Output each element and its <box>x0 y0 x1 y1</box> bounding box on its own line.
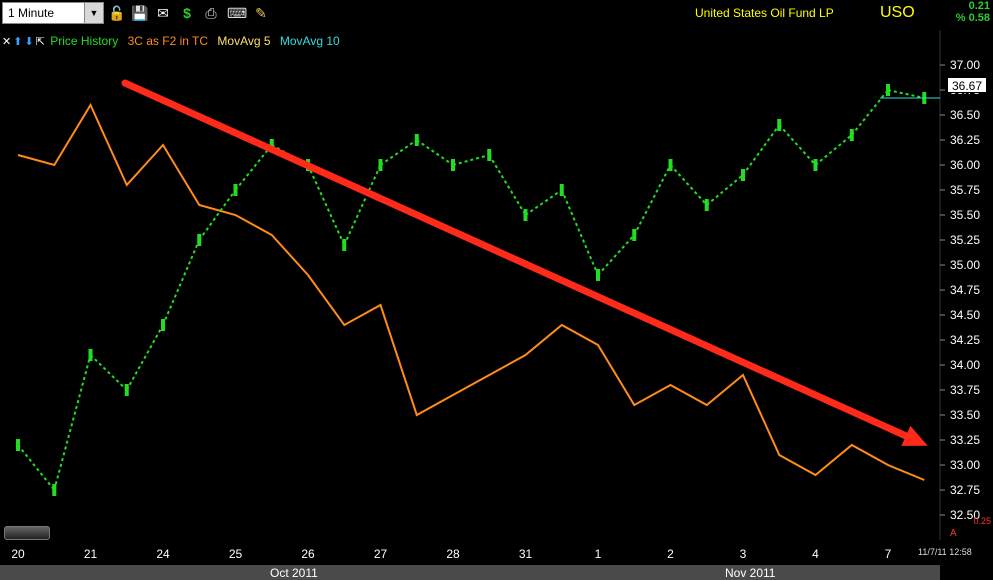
price-segment <box>53 354 92 491</box>
save-icon[interactable]: 💾 <box>131 5 149 21</box>
change-percent: % 0.58 <box>955 12 990 24</box>
price-segment <box>379 139 418 166</box>
price-segment <box>560 189 599 276</box>
arrow-down-icon[interactable]: ⬇ <box>24 36 34 48</box>
symbol-ticker: USO <box>880 4 915 21</box>
price-segment <box>452 154 490 166</box>
arrow-up-icon[interactable]: ⬆ <box>13 36 23 48</box>
x-tick-label: 26 <box>301 547 315 561</box>
toolbar: 1 Minute ▼ 🔓 💾 ✉ $ ⎙ ⌨ ✎ United States O… <box>0 0 940 28</box>
timestamp: 11/7/11 12:58 <box>918 547 972 557</box>
series-layer <box>16 84 940 496</box>
interval-select[interactable]: 1 Minute ▼ <box>2 2 104 24</box>
y-tick-label: 35.25 <box>950 233 980 247</box>
legend-price-history[interactable]: Price History <box>50 34 119 48</box>
price-segment <box>850 89 889 136</box>
x-tick-label: 2 <box>667 547 674 561</box>
chevron-down-icon[interactable]: ▼ <box>84 3 103 23</box>
dollar-icon[interactable]: $ <box>183 5 191 21</box>
price-segment <box>198 189 237 241</box>
price-segment <box>17 444 56 491</box>
x-tick-label: 25 <box>229 547 243 561</box>
price-segment <box>343 164 382 246</box>
x-tick-label: 4 <box>812 547 819 561</box>
symbol-name: United States Oil Fund LP <box>695 6 834 20</box>
last-price-label: 36.67 <box>947 77 987 93</box>
date-bar <box>0 565 940 580</box>
price-segment <box>488 154 527 216</box>
change-absolute: 0.21 <box>968 0 990 12</box>
y-tick-label: 32.50 <box>950 508 980 522</box>
keyboard-icon[interactable]: ⌨ <box>227 5 248 21</box>
x-tick-label: 27 <box>374 547 388 561</box>
y-axis: 37.0036.7536.5036.2536.0035.7535.5035.25… <box>939 30 980 540</box>
price-segment <box>416 139 454 166</box>
y-tick-label: 34.75 <box>950 283 980 297</box>
y-tick-label: 34.50 <box>950 308 980 322</box>
trendline-arrow <box>121 79 919 444</box>
y-tick-label: 33.25 <box>950 433 980 447</box>
x-axis: 20 21 24 25 26 27 28 31 1 2 3 4 7 <box>11 547 891 561</box>
scroll-handle[interactable] <box>4 526 50 540</box>
price-segment <box>778 124 817 166</box>
y-tick-label: 34.00 <box>950 358 980 372</box>
print-icon[interactable]: ⎙ <box>205 5 217 21</box>
x-tick-label: 7 <box>885 547 892 561</box>
lock-icon[interactable]: 🔓 <box>108 5 126 21</box>
price-segment <box>125 324 164 391</box>
y-tick-label: 33.00 <box>950 458 980 472</box>
trendline-arrowhead <box>901 425 928 446</box>
x-tick-label: 3 <box>740 547 747 561</box>
price-segment <box>307 164 346 246</box>
y-tick-label: 35.00 <box>950 258 980 272</box>
price-segment <box>669 164 708 206</box>
email-icon[interactable]: ✉ <box>157 5 169 21</box>
x-tick-label: 21 <box>84 547 98 561</box>
month-label-oct: Oct 2011 <box>270 566 318 580</box>
price-segment <box>597 234 635 276</box>
legend-mavg5[interactable]: MovAvg 5 <box>217 34 271 48</box>
y-tick-label: 34.25 <box>950 333 980 347</box>
y-tick-label: 33.50 <box>950 408 980 422</box>
price-segment <box>742 124 781 176</box>
legend-mavg10[interactable]: MovAvg 10 <box>279 34 340 48</box>
y-tick-label: 36.00 <box>950 158 980 172</box>
pencil-icon[interactable]: ✎ <box>255 5 267 21</box>
x-tick-label: 31 <box>519 547 533 561</box>
indicator-series-line <box>17 102 925 481</box>
indicator-value: 0.25 <box>973 516 991 526</box>
y-tick-label: 32.75 <box>950 483 980 497</box>
chart-legend: ✕ ⬆ ⬇ ⇱ Price History 3C as F2 in TC MovAvg… <box>2 34 346 50</box>
price-segment <box>814 134 853 166</box>
price-segment <box>524 189 563 216</box>
price-segment <box>234 144 273 191</box>
annotation-layer <box>121 79 928 446</box>
x-tick-label: 1 <box>595 547 602 561</box>
price-segment <box>89 354 128 391</box>
y-tick-label: 35.50 <box>950 208 980 222</box>
x-tick-label: 24 <box>156 547 170 561</box>
price-segment <box>162 239 201 326</box>
legend-indicator[interactable]: 3C as F2 in TC <box>127 34 209 48</box>
price-segment <box>706 174 744 206</box>
price-segment <box>633 164 672 236</box>
y-tick-label: 36.25 <box>950 133 980 147</box>
close-icon[interactable]: ✕ <box>2 36 12 48</box>
interval-value: 1 Minute <box>8 6 55 20</box>
expand-icon[interactable]: ⇱ <box>35 36 45 48</box>
x-tick-label: 28 <box>446 547 460 561</box>
y-tick-label: 35.75 <box>950 183 980 197</box>
y-tick-label: 36.50 <box>950 108 980 122</box>
x-tick-label: 20 <box>11 547 25 561</box>
month-label-nov: Nov 2011 <box>725 566 776 580</box>
indicator-control[interactable]: A <box>950 528 957 539</box>
y-tick-label: 37.00 <box>950 58 980 72</box>
price-segment <box>887 89 925 99</box>
y-tick-label: 33.75 <box>950 383 980 397</box>
